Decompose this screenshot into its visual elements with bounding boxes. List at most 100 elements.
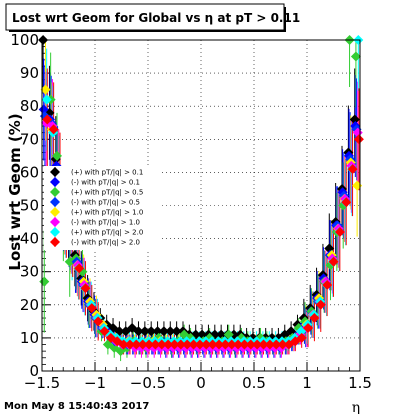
y-tick-label: 90: [20, 64, 39, 82]
data-point: [124, 339, 135, 350]
legend-label: (-) with pT/|q| > 2.0: [71, 239, 140, 247]
data-point: [41, 94, 52, 105]
x-tick-label: −0.5: [130, 374, 166, 392]
data-point: [296, 326, 307, 337]
data-point: [233, 339, 244, 350]
y-tick-label: 80: [20, 97, 39, 115]
data-point: [201, 339, 212, 350]
data-point: [158, 326, 169, 337]
data-point: [171, 326, 182, 337]
data-point: [52, 150, 62, 161]
ticks-layer: −1.5 −1 −0.5 0 0.5 1 1.5 0 10 20 30 40 50 60 70 80 90 100: [10, 31, 372, 392]
y-tick-label: 0: [29, 362, 39, 380]
data-point: [271, 339, 282, 350]
data-point: [214, 339, 224, 350]
data-point: [315, 299, 326, 310]
chart-title: Lost wrt Geom for Global vs η at pT > 0.…: [12, 11, 300, 25]
data-point: [139, 326, 150, 337]
legend-marker: [50, 167, 60, 177]
data-points: [38, 35, 364, 357]
legend-label: (+) with pT/|q| > 0.1: [71, 169, 143, 177]
data-point: [303, 322, 314, 333]
x-tick-label: −1: [84, 374, 106, 392]
data-point: [347, 164, 358, 175]
data-point: [156, 339, 167, 350]
data-point: [152, 326, 163, 337]
data-point: [194, 339, 205, 350]
data-point: [245, 339, 256, 350]
legend-label: (-) with pT/|q| > 0.5: [71, 199, 140, 207]
data-point: [286, 326, 297, 337]
y-tick-label: 100: [10, 31, 39, 49]
data-point: [239, 339, 250, 350]
legend-marker: [50, 197, 60, 207]
data-point: [258, 339, 269, 350]
data-point: [353, 134, 364, 145]
data-point: [150, 339, 161, 350]
data-point: [188, 339, 199, 350]
data-point: [226, 339, 237, 350]
legend-label: (-) with pT/|q| > 1.0: [71, 219, 140, 227]
x-tick-label: 0.5: [242, 374, 266, 392]
data-point: [328, 256, 339, 267]
data-point: [349, 114, 360, 125]
data-point: [341, 197, 352, 208]
data-point: [38, 104, 49, 115]
y-tick-label: 60: [20, 163, 39, 181]
x-tick-label: 1.5: [348, 374, 372, 392]
legend-label: (+) with pT/|q| > 0.5: [71, 189, 143, 197]
y-tick-label: 20: [20, 296, 39, 314]
data-point: [48, 124, 59, 135]
y-tick-label: 30: [20, 263, 39, 281]
legend-box: [44, 166, 161, 250]
data-point: [296, 332, 307, 343]
legend-label: (-) with pT/|q| > 0.1: [71, 179, 140, 187]
y-tick-label: 50: [20, 197, 39, 215]
y-tick-label: 10: [20, 329, 39, 347]
data-point: [80, 283, 91, 294]
data-point: [165, 326, 176, 337]
data-point: [322, 279, 333, 290]
x-axis-title: η: [352, 400, 360, 414]
data-point: [93, 316, 104, 327]
y-tick-label: 40: [20, 230, 39, 248]
data-point: [163, 339, 174, 350]
data-point: [220, 339, 231, 350]
data-point: [146, 326, 157, 337]
legend-marker: [50, 227, 60, 237]
data-point: [264, 339, 275, 350]
data-point: [309, 313, 320, 324]
data-point: [182, 339, 193, 350]
legend-marker: [50, 177, 60, 187]
data-point: [277, 339, 288, 350]
data-point: [86, 303, 97, 314]
legend-marker: [50, 207, 60, 217]
y-axis-title: Lost wrt Geom (%): [6, 113, 24, 270]
data-point: [207, 339, 218, 350]
x-tick-label: 0: [196, 374, 206, 392]
legend-marker: [50, 217, 60, 227]
data-point: [99, 326, 110, 337]
data-point: [169, 339, 180, 350]
legend-marker: [50, 237, 60, 247]
data-point: [133, 326, 144, 337]
x-tick-label: −1.5: [24, 374, 60, 392]
data-point: [137, 339, 148, 350]
legend-marker: [50, 187, 60, 197]
legend: (+) with pT/|q| > 0.1 (-) with pT/|q| > 0…: [44, 166, 161, 250]
data-point: [334, 226, 345, 237]
legend-label: (+) with pT/|q| > 1.0: [71, 209, 143, 217]
data-point: [118, 339, 129, 350]
data-point: [42, 114, 53, 125]
data-point: [175, 339, 186, 350]
data-point: [74, 263, 85, 274]
plot-frame: [41, 39, 361, 372]
y-tick-label: 70: [20, 130, 39, 148]
legend-label: (+) with pT/|q| > 2.0: [71, 229, 143, 237]
data-point: [350, 51, 361, 62]
timestamp: Mon May 8 15:40:43 2017: [4, 401, 149, 412]
data-point: [131, 339, 142, 350]
data-point: [252, 339, 263, 350]
title-box: Lost wrt Geom for Global vs η at pT > 0.…: [5, 3, 300, 32]
